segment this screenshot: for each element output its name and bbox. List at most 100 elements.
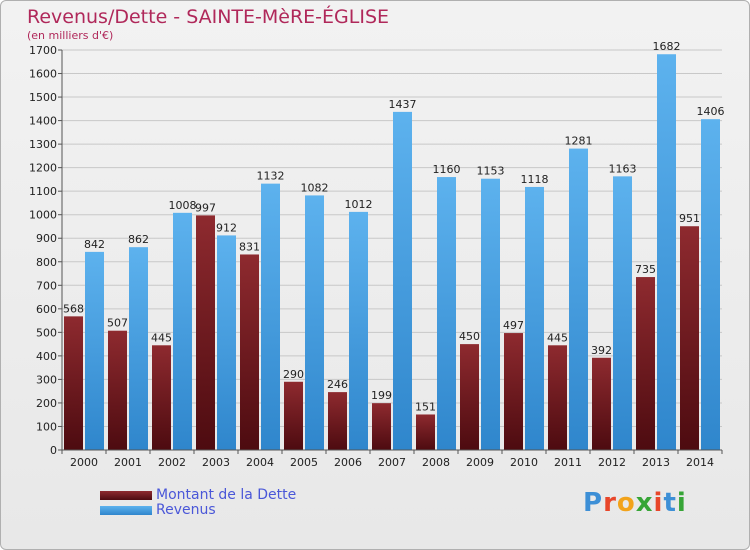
legend-swatch-dette	[100, 490, 152, 500]
x-tick-label: 2012	[598, 456, 626, 469]
bar-revenus	[261, 183, 280, 450]
x-tick-label: 2011	[554, 456, 582, 469]
logo-letter: i	[653, 488, 664, 518]
bar-revenus	[613, 176, 632, 450]
bar-dette-label: 951	[679, 212, 700, 225]
bar-dette	[460, 344, 479, 450]
x-tick-label: 2003	[202, 456, 230, 469]
y-tick-label: 200	[36, 397, 57, 410]
bar-revenus-label: 1682	[653, 40, 681, 53]
bar-revenus-label: 842	[84, 238, 105, 251]
x-tick-label: 2008	[422, 456, 450, 469]
bar-dette	[680, 226, 699, 450]
bar-revenus	[305, 195, 324, 450]
bar-dette	[548, 345, 567, 450]
bar-dette	[372, 403, 391, 450]
bar-revenus	[569, 148, 588, 450]
x-tick-label: 2006	[334, 456, 362, 469]
bar-revenus-label: 1160	[433, 163, 461, 176]
bar-revenus	[173, 212, 192, 450]
bar-dette-label: 199	[371, 389, 392, 402]
bar-dette-label: 568	[63, 302, 84, 315]
bars	[64, 54, 720, 451]
chart-subtitle: (en milliers d'€)	[27, 29, 114, 42]
bar-revenus-label: 1437	[389, 98, 417, 111]
bar-revenus-label: 862	[128, 233, 149, 246]
bar-dette	[64, 316, 83, 450]
bar-dette-label: 246	[327, 378, 348, 391]
bar-revenus-label: 1118	[521, 173, 549, 186]
y-tick-label: 600	[36, 303, 57, 316]
y-tick-label: 1000	[29, 209, 57, 222]
y-tick-label: 300	[36, 373, 57, 386]
bar-dette	[636, 277, 655, 450]
bar-dette-label: 445	[151, 331, 172, 344]
x-tick-label: 2013	[642, 456, 670, 469]
x-tick-label: 2014	[686, 456, 714, 469]
bar-revenus-label: 1008	[169, 199, 197, 212]
bar-revenus-label: 1163	[609, 162, 637, 175]
bar-dette	[240, 254, 259, 450]
bar-dette-label: 151	[415, 400, 436, 413]
bar-dette-label: 445	[547, 331, 568, 344]
bar-revenus	[393, 111, 412, 450]
legend-item-revenus: Revenus	[100, 502, 216, 518]
y-tick-label: 0	[50, 444, 57, 457]
bar-dette	[284, 381, 303, 450]
x-tick-label: 2007	[378, 456, 406, 469]
bar-revenus-label: 1281	[565, 135, 593, 148]
bar-revenus	[525, 186, 544, 451]
bar-dette-label: 392	[591, 344, 612, 357]
x-tick-label: 2005	[290, 456, 318, 469]
bar-dette-label: 507	[107, 317, 128, 330]
bar-revenus	[349, 211, 368, 450]
bar-dette-label: 735	[635, 263, 656, 276]
y-tick-label: 1400	[29, 115, 57, 128]
bar-dette-label: 450	[459, 330, 480, 343]
bar-revenus	[657, 54, 676, 451]
grid-lines	[62, 49, 722, 451]
bar-dette-label: 290	[283, 368, 304, 381]
bar-dette	[108, 330, 127, 450]
y-tick-label: 900	[36, 232, 57, 245]
y-tick-label: 1300	[29, 138, 57, 151]
y-tick-label: 1500	[29, 91, 57, 104]
bar-dette	[328, 392, 347, 450]
legend-item-dette: Montant de la Dette	[100, 487, 296, 503]
bar-dette-label: 997	[195, 201, 216, 214]
bar-dette	[416, 414, 435, 450]
y-tick-label: 1200	[29, 162, 57, 175]
bar-revenus	[129, 247, 148, 450]
y-tick-label: 1700	[29, 44, 57, 57]
bar-dette-label: 497	[503, 319, 524, 332]
logo-letter: r	[603, 488, 617, 518]
logo-letter: x	[635, 488, 654, 518]
y-tick-label: 700	[36, 279, 57, 292]
y-tick-label: 100	[36, 420, 57, 433]
y-tick-label: 1100	[29, 185, 57, 198]
bar-dette	[592, 357, 611, 450]
x-tick-label: 2000	[70, 456, 98, 469]
x-tick-label: 2009	[466, 456, 494, 469]
legend-label-revenus: Revenus	[156, 502, 216, 518]
legend-label-dette: Montant de la Dette	[156, 487, 297, 503]
bar-revenus	[437, 177, 456, 450]
logo-letter: t	[663, 488, 677, 518]
x-tick-label: 2001	[114, 456, 142, 469]
bar-dette-label: 831	[239, 240, 260, 253]
bar-revenus-label: 912	[216, 221, 237, 234]
x-tick-label: 2004	[246, 456, 274, 469]
chart-title: Revenus/Dette - SAINTE-MèRE-ÉGLISE	[27, 6, 390, 28]
y-tick-label: 400	[36, 350, 57, 363]
bar-revenus-label: 1132	[257, 170, 285, 183]
proxiti-logo: Proxiti	[583, 488, 687, 518]
axes: 0 100 200 300 400 500 600 700 800 900 1000 1100 1200…	[29, 44, 723, 469]
x-tick-label: 2010	[510, 456, 538, 469]
y-tick-label: 500	[36, 326, 57, 339]
logo-letter: o	[616, 488, 636, 518]
logo-letter: P	[583, 488, 604, 518]
bar-dette	[504, 333, 523, 450]
legend-swatch-revenus	[100, 505, 152, 515]
bar-revenus-label: 1406	[697, 105, 725, 118]
bar-revenus	[85, 251, 104, 450]
